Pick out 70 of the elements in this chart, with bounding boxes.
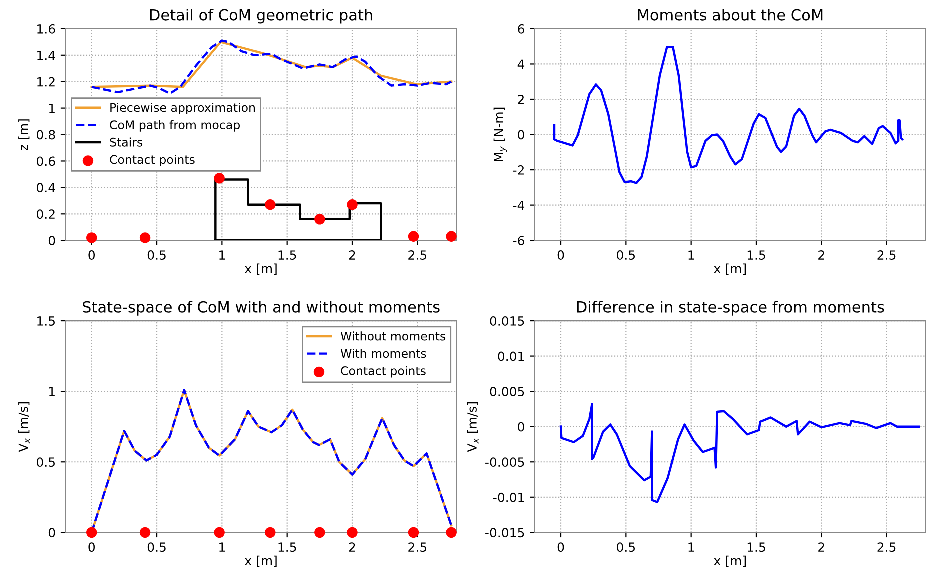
x-tick-label: 2 bbox=[818, 542, 824, 552]
y-tick-label: -2 bbox=[513, 166, 524, 175]
chart-title: Detail of CoM geometric path bbox=[150, 9, 372, 24]
x-tick-label: 2.5 bbox=[878, 542, 896, 552]
x-tick-label: 2.5 bbox=[408, 250, 427, 260]
y-axis-title: V$_{x}$ [m/s] bbox=[18, 402, 30, 452]
y-tick-label: 1.4 bbox=[38, 51, 56, 60]
x-tick-label: 0 bbox=[558, 542, 564, 552]
y-tick-label: 2 bbox=[518, 94, 524, 104]
x-tick-label: 0 bbox=[88, 542, 96, 552]
x-tick-label: 1.5 bbox=[278, 250, 296, 260]
y-tick-label: 0.5 bbox=[37, 458, 55, 468]
y-tick-label: 0.015 bbox=[490, 316, 524, 326]
y-axis-title: z [m] bbox=[18, 120, 30, 150]
chart-title: State-space of CoM with and without moments bbox=[83, 301, 440, 316]
y-axis-title: M$_{y}$ [N-m] bbox=[494, 108, 508, 162]
y-tick-label: 1.6 bbox=[38, 24, 56, 34]
legend-label: With moments bbox=[340, 348, 426, 358]
y-tick-label: -0.015 bbox=[486, 528, 524, 538]
x-tick-label: 1 bbox=[688, 542, 694, 552]
y-tick-label: 4 bbox=[518, 60, 525, 69]
y-tick-label: 0.005 bbox=[490, 387, 524, 397]
x-axis-title: x [m] bbox=[714, 264, 746, 275]
x-tick-label: 1.5 bbox=[748, 250, 766, 260]
x-axis-title: x [m] bbox=[714, 556, 746, 568]
x-tick-label: 2 bbox=[349, 250, 356, 260]
legend-label: Contact points bbox=[341, 366, 426, 378]
x-tick-label: 0.5 bbox=[148, 542, 166, 552]
legend-label: Contact points bbox=[110, 155, 195, 166]
x-tick-label: 0.5 bbox=[617, 542, 636, 552]
y-tick-label: 1.5 bbox=[38, 316, 55, 326]
y-tick-label: -0.01 bbox=[493, 492, 524, 502]
x-tick-label: 2.5 bbox=[408, 542, 427, 552]
x-tick-label: 1 bbox=[220, 542, 226, 552]
x-tick-label: 0.5 bbox=[617, 250, 636, 260]
y-tick-label: 0.8 bbox=[37, 130, 56, 140]
x-tick-label: 0.5 bbox=[148, 250, 166, 260]
x-axis-title: x [m] bbox=[244, 556, 277, 568]
x-tick-label: 1 bbox=[220, 250, 226, 260]
y-tick-label: 0 bbox=[48, 528, 56, 538]
legend-label: Without moments bbox=[340, 332, 446, 341]
y-tick-label: 0 bbox=[518, 422, 524, 432]
x-tick-label: 2.5 bbox=[878, 250, 896, 260]
y-tick-label: 6 bbox=[518, 24, 524, 34]
y-tick-label: 1.2 bbox=[38, 77, 55, 87]
y-tick-label: -4 bbox=[513, 200, 525, 210]
x-axis-title: x [m] bbox=[244, 264, 277, 275]
y-tick-label: 0 bbox=[518, 130, 524, 140]
chart-title: Moments about the CoM bbox=[638, 9, 823, 21]
x-tick-label: 1.5 bbox=[748, 542, 766, 552]
y-tick-label: -0.005 bbox=[486, 458, 524, 468]
x-tick-label: 1.5 bbox=[278, 542, 296, 552]
x-tick-label: 1 bbox=[688, 250, 694, 260]
y-tick-label: 0.01 bbox=[498, 352, 524, 362]
y-tick-label: 1 bbox=[50, 104, 55, 114]
y-tick-label: 0.2 bbox=[37, 210, 55, 220]
y-tick-label: 0.6 bbox=[37, 156, 56, 166]
legend-label: Piecewise approximation bbox=[110, 103, 256, 114]
y-tick-label: 1 bbox=[50, 387, 55, 396]
chart-title: Difference in state-space from moments bbox=[577, 301, 884, 316]
y-axis-title: V$_{x}$ [m/s] bbox=[467, 402, 479, 452]
y-tick-label: 0.4 bbox=[37, 183, 56, 193]
x-tick-label: 0 bbox=[88, 250, 96, 260]
legend-label: CoM path from mocap bbox=[110, 120, 240, 132]
y-tick-label: 0 bbox=[48, 236, 56, 246]
legend-label: Stairs bbox=[110, 138, 143, 147]
x-tick-label: 0 bbox=[558, 250, 564, 260]
x-tick-label: 2 bbox=[818, 250, 824, 260]
x-tick-label: 2 bbox=[349, 542, 356, 552]
y-tick-label: -6 bbox=[513, 236, 524, 246]
